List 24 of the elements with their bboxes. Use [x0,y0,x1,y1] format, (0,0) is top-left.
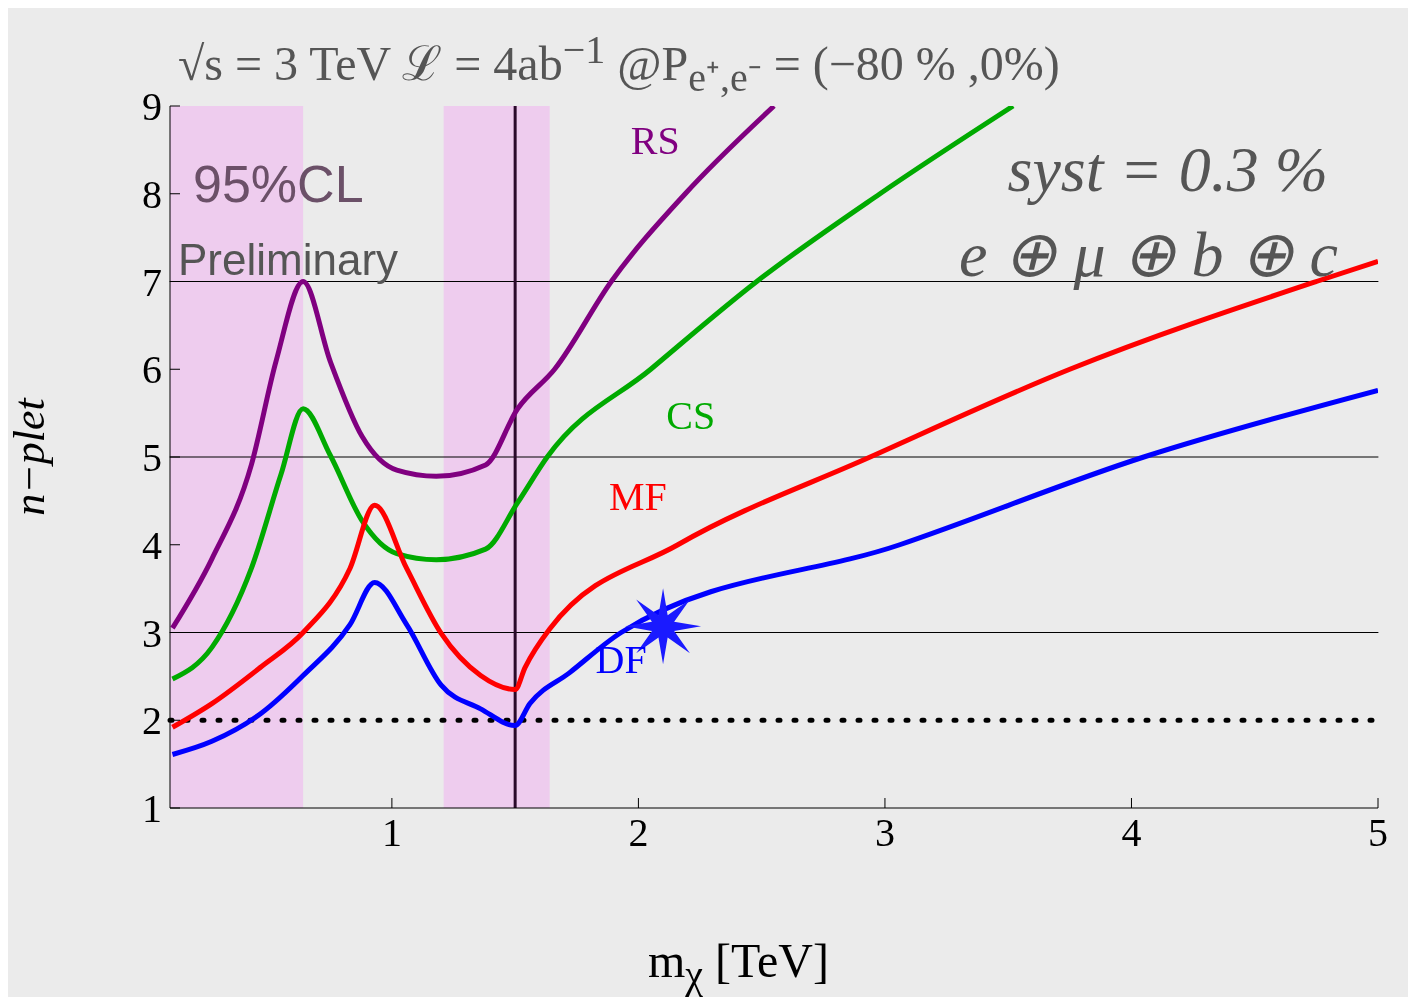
x-tick-label: 5 [1368,810,1388,856]
series-label: DF [595,636,647,682]
y-tick-label: 2 [142,698,162,744]
y-tick-label: 9 [142,84,162,130]
chart-title: √s = 3 TeV ℒ = 4ab$^{−1}$ @P$_{e⁺,e⁻}$ = (−80 % ,0%) [178,26,1060,102]
annotation: syst = 0.3 % [1007,134,1328,205]
y-tick-label: 6 [142,347,162,393]
series-label: CS [666,393,716,439]
y-tick-label: 8 [142,171,162,217]
x-axis-title: m$_{χ}$ [TeV] [648,933,830,997]
annotation: Preliminary [178,235,399,284]
annotation: 95%CL [193,155,364,213]
y-tick-label: 5 [142,435,162,481]
series-label: RS [630,117,680,163]
y-axis-title: n−plet [4,396,54,516]
x-tick-label: 3 [874,810,895,856]
annotation: e ⊕ μ ⊕ b ⊕ c [959,219,1338,290]
x-tick-label: 4 [1121,810,1142,856]
y-tick-label: 7 [142,259,162,305]
y-tick-label: 3 [142,610,162,656]
x-tick-label: 1 [381,810,402,856]
y-tick-label: 4 [142,522,162,568]
series-label: MF [608,473,667,519]
x-tick-label: 2 [628,810,649,856]
